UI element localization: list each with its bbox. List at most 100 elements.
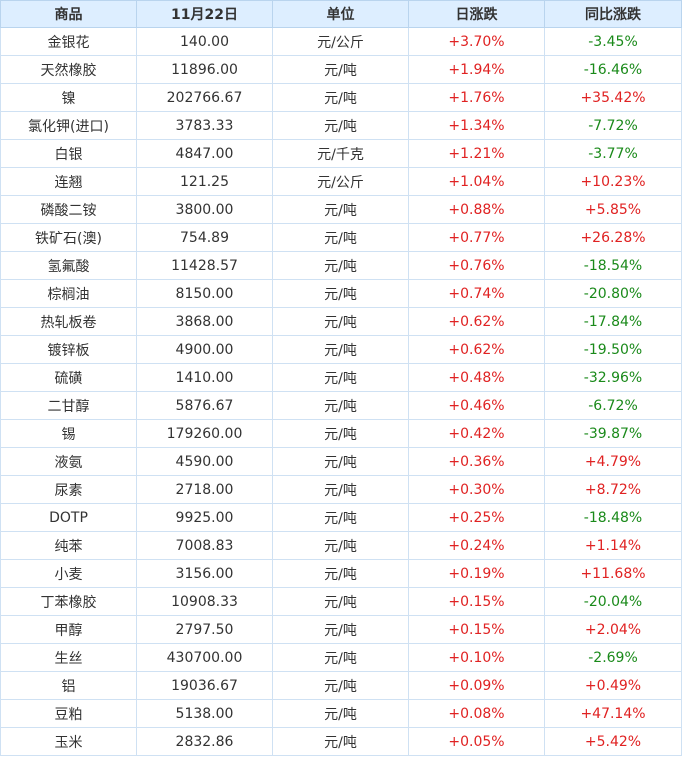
unit-cell: 元/吨: [272, 475, 409, 504]
table-row: 金银花 140.00 元/公斤 +3.70% -3.45%: [0, 27, 682, 56]
unit-cell: 元/吨: [272, 111, 409, 140]
price-cell: 1410.00: [136, 363, 273, 392]
daily-change-cell: +0.74%: [408, 279, 545, 308]
header-row: 商品 11月22日 单位 日涨跌 同比涨跌: [0, 0, 682, 28]
yoy-change-cell: -6.72%: [544, 391, 682, 420]
unit-cell: 元/吨: [272, 447, 409, 476]
unit-cell: 元/吨: [272, 643, 409, 672]
table-row: 液氨 4590.00 元/吨 +0.36% +4.79%: [0, 447, 682, 476]
commodity-cell: 纯苯: [0, 531, 137, 560]
unit-cell: 元/吨: [272, 615, 409, 644]
unit-cell: 元/吨: [272, 251, 409, 280]
daily-change-cell: +0.42%: [408, 419, 545, 448]
table-row: 连翘 121.25 元/公斤 +1.04% +10.23%: [0, 167, 682, 196]
table-row: 热轧板卷 3868.00 元/吨 +0.62% -17.84%: [0, 307, 682, 336]
table-header: 商品 11月22日 单位 日涨跌 同比涨跌: [0, 0, 682, 28]
unit-cell: 元/公斤: [272, 27, 409, 56]
commodity-cell: 豆粕: [0, 699, 137, 728]
daily-change-cell: +0.15%: [408, 615, 545, 644]
unit-cell: 元/吨: [272, 419, 409, 448]
yoy-change-cell: +47.14%: [544, 699, 682, 728]
commodity-cell: 白银: [0, 139, 137, 168]
unit-cell: 元/吨: [272, 587, 409, 616]
table-row: 纯苯 7008.83 元/吨 +0.24% +1.14%: [0, 531, 682, 560]
yoy-change-cell: +5.85%: [544, 195, 682, 224]
daily-change-cell: +0.88%: [408, 195, 545, 224]
daily-change-cell: +3.70%: [408, 27, 545, 56]
yoy-change-cell: -32.96%: [544, 363, 682, 392]
unit-cell: 元/吨: [272, 363, 409, 392]
table-row: 铝 19036.67 元/吨 +0.09% +0.49%: [0, 671, 682, 700]
unit-cell: 元/吨: [272, 727, 409, 756]
yoy-change-cell: +0.49%: [544, 671, 682, 700]
commodity-cell: 镀锌板: [0, 335, 137, 364]
table-row: 丁苯橡胶 10908.33 元/吨 +0.15% -20.04%: [0, 587, 682, 616]
commodity-cell: 丁苯橡胶: [0, 587, 137, 616]
yoy-change-cell: +10.23%: [544, 167, 682, 196]
price-cell: 9925.00: [136, 503, 273, 532]
commodity-cell: 连翘: [0, 167, 137, 196]
price-cell: 2832.86: [136, 727, 273, 756]
daily-change-cell: +0.77%: [408, 223, 545, 252]
table-row: 尿素 2718.00 元/吨 +0.30% +8.72%: [0, 475, 682, 504]
unit-cell: 元/吨: [272, 391, 409, 420]
price-cell: 5138.00: [136, 699, 273, 728]
commodity-cell: 热轧板卷: [0, 307, 137, 336]
daily-change-cell: +0.36%: [408, 447, 545, 476]
unit-cell: 元/吨: [272, 83, 409, 112]
unit-cell: 元/吨: [272, 503, 409, 532]
commodity-cell: 氯化钾(进口): [0, 111, 137, 140]
yoy-change-cell: -3.45%: [544, 27, 682, 56]
table-row: 生丝 430700.00 元/吨 +0.10% -2.69%: [0, 643, 682, 672]
price-cell: 4590.00: [136, 447, 273, 476]
daily-change-cell: +0.48%: [408, 363, 545, 392]
yoy-change-cell: +11.68%: [544, 559, 682, 588]
price-cell: 3868.00: [136, 307, 273, 336]
yoy-change-cell: -19.50%: [544, 335, 682, 364]
daily-change-cell: +0.10%: [408, 643, 545, 672]
yoy-change-cell: -20.04%: [544, 587, 682, 616]
yoy-change-cell: +35.42%: [544, 83, 682, 112]
table-row: DOTP 9925.00 元/吨 +0.25% -18.48%: [0, 503, 682, 532]
yoy-change-cell: -17.84%: [544, 307, 682, 336]
price-cell: 3783.33: [136, 111, 273, 140]
price-cell: 179260.00: [136, 419, 273, 448]
commodity-cell: 二甘醇: [0, 391, 137, 420]
yoy-change-cell: +5.42%: [544, 727, 682, 756]
price-cell: 2797.50: [136, 615, 273, 644]
daily-change-cell: +0.30%: [408, 475, 545, 504]
daily-change-cell: +0.19%: [408, 559, 545, 588]
commodity-cell: 锡: [0, 419, 137, 448]
price-cell: 5876.67: [136, 391, 273, 420]
yoy-change-cell: +2.04%: [544, 615, 682, 644]
yoy-change-cell: -18.48%: [544, 503, 682, 532]
price-cell: 8150.00: [136, 279, 273, 308]
daily-change-cell: +1.21%: [408, 139, 545, 168]
commodity-cell: 液氨: [0, 447, 137, 476]
table-row: 小麦 3156.00 元/吨 +0.19% +11.68%: [0, 559, 682, 588]
yoy-change-cell: +4.79%: [544, 447, 682, 476]
unit-cell: 元/吨: [272, 307, 409, 336]
unit-cell: 元/吨: [272, 223, 409, 252]
unit-cell: 元/吨: [272, 55, 409, 84]
price-cell: 4847.00: [136, 139, 273, 168]
price-cell: 11428.57: [136, 251, 273, 280]
unit-cell: 元/吨: [272, 671, 409, 700]
price-cell: 4900.00: [136, 335, 273, 364]
table-row: 玉米 2832.86 元/吨 +0.05% +5.42%: [0, 727, 682, 756]
yoy-change-cell: -16.46%: [544, 55, 682, 84]
price-cell: 3800.00: [136, 195, 273, 224]
commodity-cell: 氢氟酸: [0, 251, 137, 280]
table-row: 天然橡胶 11896.00 元/吨 +1.94% -16.46%: [0, 55, 682, 84]
unit-cell: 元/吨: [272, 195, 409, 224]
table-row: 锡 179260.00 元/吨 +0.42% -39.87%: [0, 419, 682, 448]
unit-cell: 元/吨: [272, 559, 409, 588]
commodity-cell: 生丝: [0, 643, 137, 672]
price-cell: 10908.33: [136, 587, 273, 616]
header-yoy-change: 同比涨跌: [544, 0, 682, 28]
header-unit: 单位: [272, 0, 409, 28]
header-daily-change: 日涨跌: [408, 0, 545, 28]
price-cell: 140.00: [136, 27, 273, 56]
daily-change-cell: +1.76%: [408, 83, 545, 112]
